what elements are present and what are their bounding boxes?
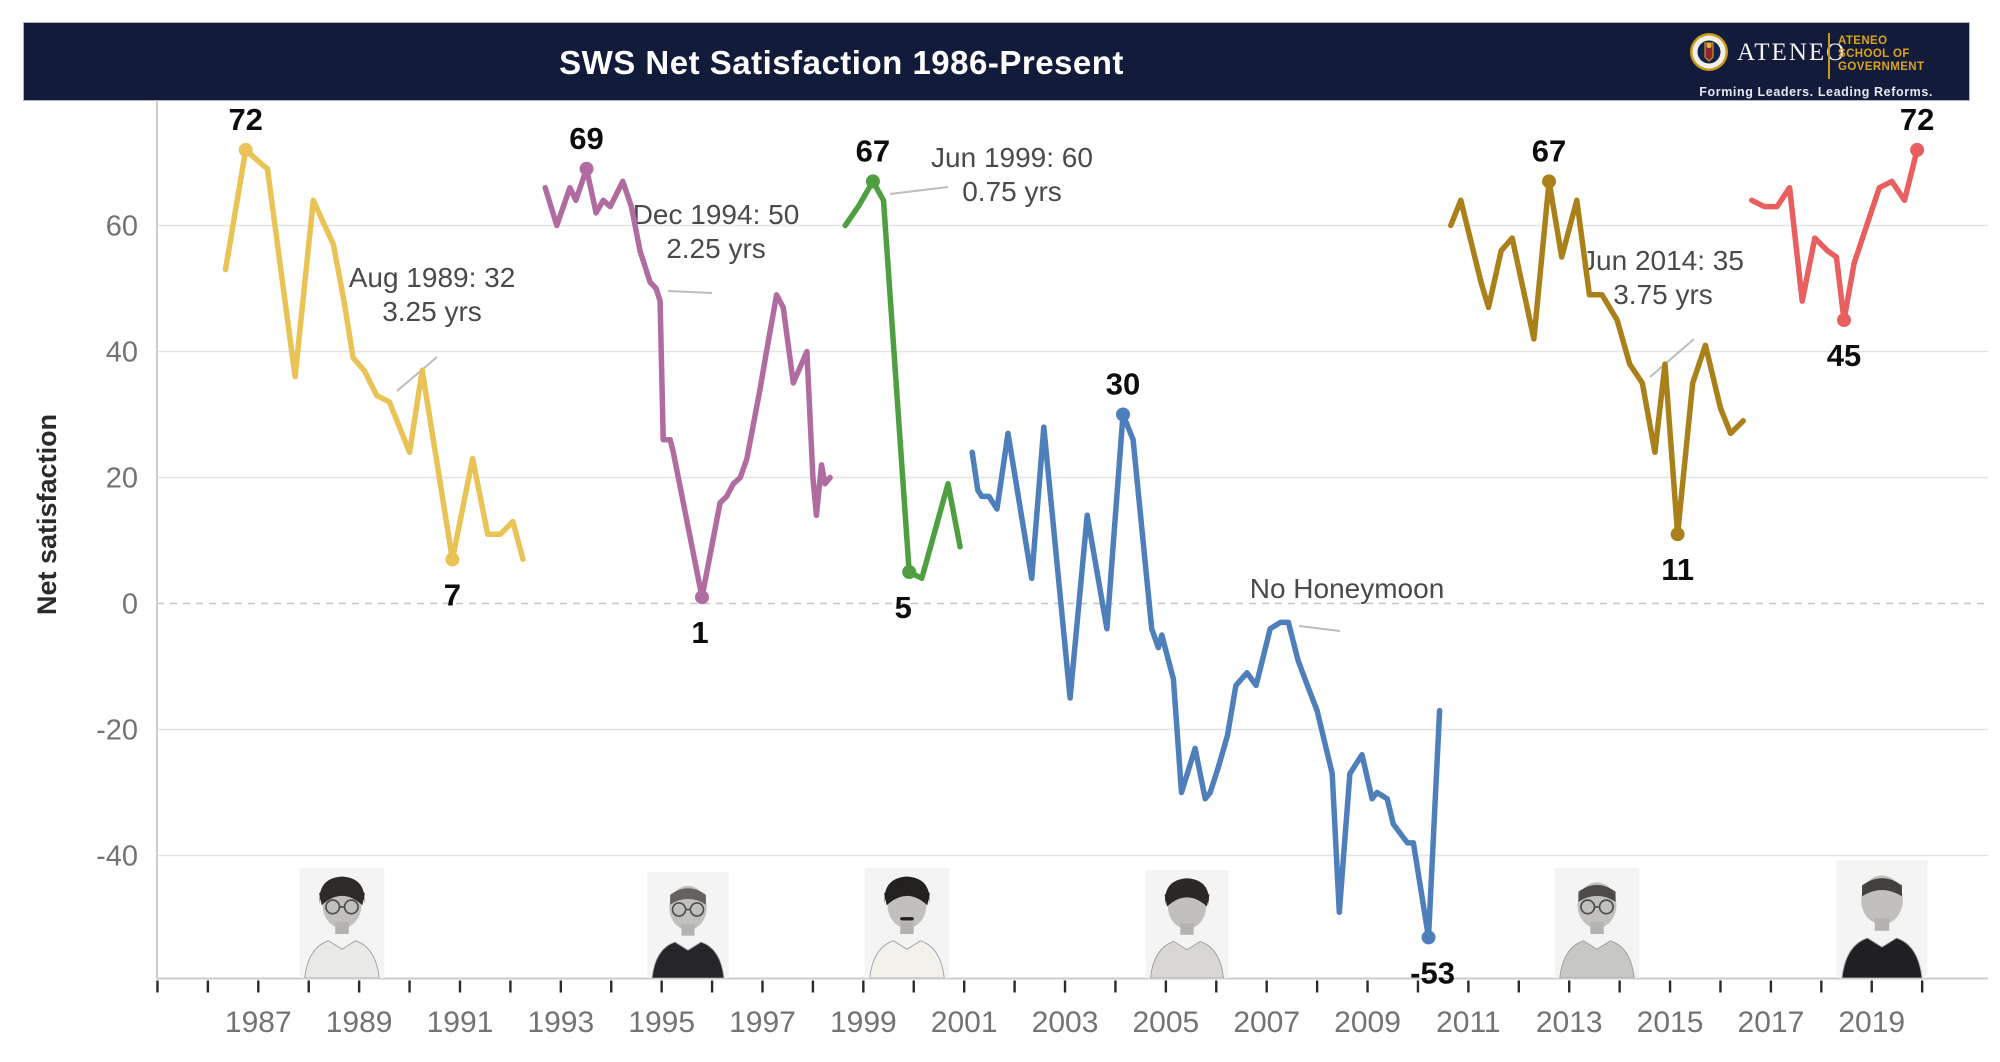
line-benigno-aquino: [1447, 178, 1746, 537]
point-label-benigno-aquino-67: 67: [1532, 133, 1566, 168]
y-tick-label: -40: [96, 841, 138, 873]
annotation-leader-pnoy-honeymoon: [1649, 338, 1695, 378]
x-tick-label-1989: 1989: [326, 1006, 393, 1039]
x-tick-label-2013: 2013: [1536, 1006, 1603, 1039]
x-tick-label-1995: 1995: [628, 1006, 695, 1039]
x-tick-label-2003: 2003: [1032, 1006, 1099, 1039]
x-tick-label-1987: 1987: [225, 1006, 292, 1039]
annotation-leader-arroyo-no-honeymoon: [1298, 625, 1341, 632]
annotation-estrada-honeymoon-line1: Jun 1999: 60: [931, 142, 1093, 173]
chart-title: SWS Net Satisfaction 1986-Present: [559, 43, 1124, 81]
dot-fidel-ramos-69: [579, 161, 594, 176]
photo-rodrigo-duterte-image: [1836, 860, 1928, 979]
x-tick-label-2017: 2017: [1738, 1006, 1805, 1039]
photo-fidel-ramos-image: [647, 872, 729, 979]
annotation-ramos-honeymoon-line1: Dec 1994: 50: [633, 199, 800, 230]
photo-fidel-ramos: [643, 872, 733, 979]
ateneo-wordmark: ATENEO: [1737, 39, 1847, 66]
dot-benigno-aquino-11: [1670, 527, 1685, 542]
x-tick-label-2001: 2001: [931, 1006, 998, 1039]
line-joseph-estrada: [842, 178, 963, 582]
y-tick-label: 40: [106, 337, 138, 369]
point-label-fidel-ramos-69: 69: [569, 121, 603, 156]
annotation-ramos-honeymoon-line2: 2.25 yrs: [666, 233, 766, 264]
y-tick-label: 20: [106, 463, 138, 495]
x-tick-label-1993: 1993: [527, 1006, 594, 1039]
x-tick-label-2009: 2009: [1334, 1006, 1401, 1039]
point-label-cory-aquino-72: 72: [228, 102, 262, 137]
annotation-leader-cory-honeymoon: [396, 356, 438, 392]
x-tick-label-2015: 2015: [1637, 1006, 1704, 1039]
logo-tagline: Forming Leaders. Leading Reforms.: [1699, 85, 1933, 99]
photo-corazon-aquino-image: [299, 868, 385, 979]
x-tick-label-2019: 2019: [1838, 1006, 1905, 1039]
annotation-pnoy-honeymoon-line2: 3.75 yrs: [1613, 279, 1713, 310]
annotation-pnoy-honeymoon-line1: Jun 2014: 35: [1582, 245, 1744, 276]
photo-gloria-arroyo-image: [1145, 870, 1229, 979]
dot-joseph-estrada-67: [865, 174, 880, 189]
point-label-cory-aquino-7: 7: [444, 577, 461, 612]
line-fidel-ramos: [542, 166, 833, 600]
dot-cory-aquino-7: [445, 552, 460, 567]
photo-benigno-aquino-image: [1554, 868, 1640, 979]
photo-gloria-arroyo: [1133, 870, 1241, 979]
dot-gloria-arroyo--53: [1421, 930, 1436, 945]
annotation-cory-honeymoon-line1: Aug 1989: 32: [349, 262, 516, 293]
dot-fidel-ramos-1: [694, 590, 709, 605]
school-line-3: GOVERNMENT: [1838, 61, 1925, 73]
y-tick-label: 60: [106, 211, 138, 243]
line-cory-aquino: [222, 147, 526, 563]
annotation-arroyo-no-honeymoon-line1: No Honeymoon: [1250, 573, 1445, 604]
dot-joseph-estrada-5: [902, 565, 917, 579]
point-label-rodrigo-duterte-72: 72: [1900, 102, 1934, 137]
ateneo-logo: ATENEO ATENEO SCHOOL OF GOVERNMENT Formi…: [1671, 29, 1941, 99]
school-line-2: SCHOOL OF: [1838, 48, 1910, 60]
point-label-gloria-arroyo--53: -53: [1410, 955, 1455, 990]
x-tick-label-1997: 1997: [729, 1006, 796, 1039]
line-rodrigo-duterte: [1748, 147, 1920, 323]
x-tick-label-2007: 2007: [1233, 1006, 1300, 1039]
photo-joseph-estrada: [858, 868, 956, 979]
x-tick-label-1991: 1991: [427, 1006, 494, 1039]
x-tick-label-2005: 2005: [1132, 1006, 1199, 1039]
point-label-joseph-estrada-67: 67: [856, 133, 890, 168]
x-tick-label-2011: 2011: [1436, 1006, 1501, 1039]
annotation-cory-honeymoon-line2: 3.25 yrs: [382, 296, 482, 327]
annotation-leader-ramos-honeymoon: [667, 290, 713, 294]
title-bar: SWS Net Satisfaction 1986-Present ATENEO…: [23, 22, 1970, 101]
dot-rodrigo-duterte-72: [1910, 142, 1925, 157]
x-tick-label-1999: 1999: [830, 1006, 897, 1039]
dot-benigno-aquino-67: [1542, 174, 1557, 189]
point-label-gloria-arroyo-30: 30: [1106, 367, 1140, 402]
point-label-joseph-estrada-5: 5: [895, 590, 912, 625]
dot-gloria-arroyo-30: [1116, 407, 1131, 422]
y-tick-label: 0: [122, 589, 138, 621]
ateneo-seal-icon: [1690, 33, 1728, 71]
dot-rodrigo-duterte-45: [1837, 313, 1852, 327]
photo-joseph-estrada-image: [864, 868, 950, 979]
school-line-1: ATENEO: [1838, 35, 1888, 47]
y-tick-label: -20: [96, 715, 138, 747]
point-label-fidel-ramos-1: 1: [691, 615, 708, 650]
school-of-government-label: ATENEO SCHOOL OF GOVERNMENT: [1838, 35, 1924, 74]
line-gloria-arroyo: [969, 411, 1443, 941]
photo-rodrigo-duterte: [1836, 860, 1928, 979]
dot-cory-aquino-72: [238, 142, 253, 157]
annotation-estrada-honeymoon-line2: 0.75 yrs: [962, 176, 1062, 207]
point-label-rodrigo-duterte-45: 45: [1827, 338, 1861, 373]
photo-benigno-aquino: [1552, 868, 1642, 979]
annotation-leader-estrada-honeymoon: [889, 186, 949, 195]
photo-corazon-aquino: [298, 868, 386, 979]
logo-divider: [1828, 33, 1830, 79]
point-label-benigno-aquino-11: 11: [1661, 552, 1694, 587]
